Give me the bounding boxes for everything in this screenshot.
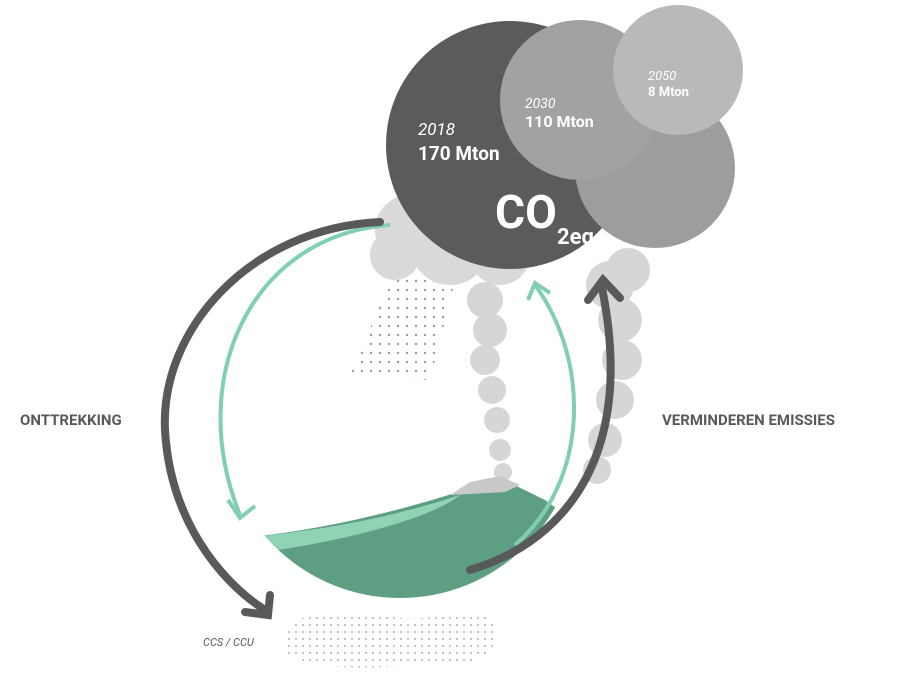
bubble-2050 [613, 5, 743, 135]
amount: 170 Mton [418, 142, 500, 165]
amount: 8 Mton [648, 85, 689, 100]
co2-sub: 2eq [557, 225, 594, 250]
storage [285, 612, 499, 668]
landscape [240, 476, 578, 598]
green-arrows [218, 223, 576, 547]
label-right: VERMINDEREN EMISSIES [662, 411, 835, 429]
label-left: ONTTREKKING [20, 411, 122, 429]
dark-arrows [160, 218, 624, 620]
year: 2030 [525, 96, 556, 112]
year: 2050 [648, 69, 676, 84]
label-bottom: CCS / CCU [203, 636, 255, 649]
year: 2018 [418, 120, 455, 140]
co2: CO [495, 186, 557, 240]
amount: 110 Mton [525, 112, 594, 131]
rain [350, 270, 455, 380]
